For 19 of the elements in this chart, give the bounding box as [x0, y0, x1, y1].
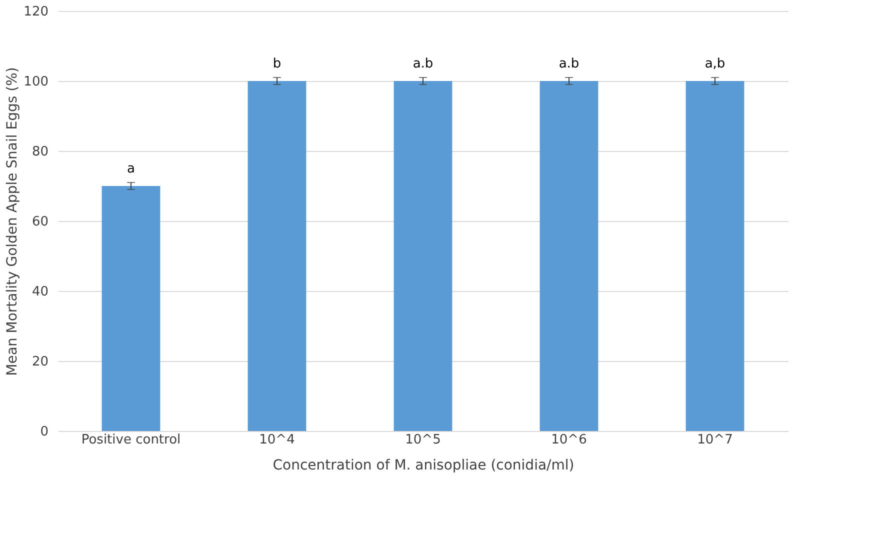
annotation: b — [272, 56, 282, 72]
x-tick-label: Positive control — [81, 432, 181, 448]
x-tick-label: 10^6 — [551, 432, 587, 448]
annotation: a — [127, 162, 135, 176]
y-tick-label: 0 — [40, 424, 48, 440]
x-tick-label: 10^4 — [259, 432, 295, 448]
y-tick-label: 20 — [32, 354, 48, 370]
x-tick-label: 10^7 — [697, 432, 733, 448]
y-axis-title: Mean Mortality Golden Apple Snail Eggs (%) — [4, 67, 21, 376]
y-tick-label: 40 — [32, 284, 48, 300]
annotation: a.b — [558, 56, 580, 72]
y-tick-label: 80 — [32, 144, 48, 160]
y-tick-label: 120 — [24, 4, 48, 20]
x-tick-label: 10^5 — [405, 432, 441, 448]
x-axis-title: Concentration of M. anisopliae (conidia/ml) — [272, 458, 574, 474]
annotation: a.b — [412, 56, 434, 72]
y-tick-label: 60 — [32, 214, 48, 230]
annotation: a,b — [704, 56, 726, 72]
y-tick-label: 100 — [24, 74, 48, 90]
